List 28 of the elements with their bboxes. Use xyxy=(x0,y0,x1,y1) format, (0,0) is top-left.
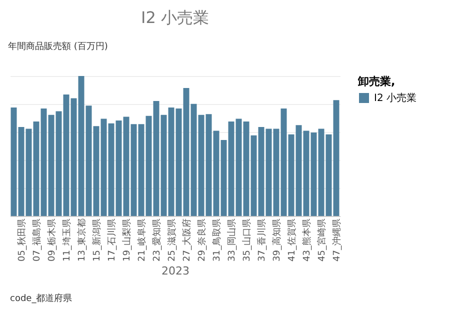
x-tick-label: 45_宮崎県 xyxy=(316,218,328,262)
x-tick-label: 37_香川県 xyxy=(256,218,268,262)
x-tick-label: 39_高知県 xyxy=(271,218,282,262)
x-tick-label: 35_山口県 xyxy=(241,218,252,262)
x-tick-label: 17_石川県 xyxy=(106,218,118,262)
text: code_都道府県 xyxy=(10,293,72,304)
x-tick-label: 09_栃木県 xyxy=(46,218,58,262)
legend-label: I2 小売業 xyxy=(374,92,416,104)
x-tick-label: 41_佐賀県 xyxy=(286,218,298,262)
x-tick-label: 13_東京都 xyxy=(76,218,88,262)
x-tick-label: 27_大阪府 xyxy=(181,218,192,262)
x-tick-label: 07_福島県 xyxy=(31,218,42,262)
x-tick-label: 31_鳥取県 xyxy=(211,218,222,262)
x-tick-label: 19_山梨県 xyxy=(121,218,132,262)
x-tick-label: 43_熊本県 xyxy=(301,218,312,262)
x-tick-label: 47_沖縄県 xyxy=(331,218,342,262)
x-tick-label: 11_埼玉県 xyxy=(61,218,72,262)
x-tick-label: 29_奈良県 xyxy=(196,218,208,262)
x-tick-label: 25_滋賀県 xyxy=(166,218,178,262)
text: 年間商品販売額 (百万円) xyxy=(8,41,108,52)
x-axis-title: 2023 xyxy=(162,264,190,278)
chart-title: I2 小売業 xyxy=(141,8,209,27)
x-tick-label: 15_新潟県 xyxy=(91,218,102,262)
x-tick-label: 05_秋田県 xyxy=(16,218,28,262)
legend-title: 卸売業, xyxy=(357,75,396,88)
x-tick-label: 23_愛知県 xyxy=(151,218,162,262)
x-tick-label: 33_岡山県 xyxy=(226,218,238,262)
x-tick-label: 21_岐阜県 xyxy=(136,218,148,262)
